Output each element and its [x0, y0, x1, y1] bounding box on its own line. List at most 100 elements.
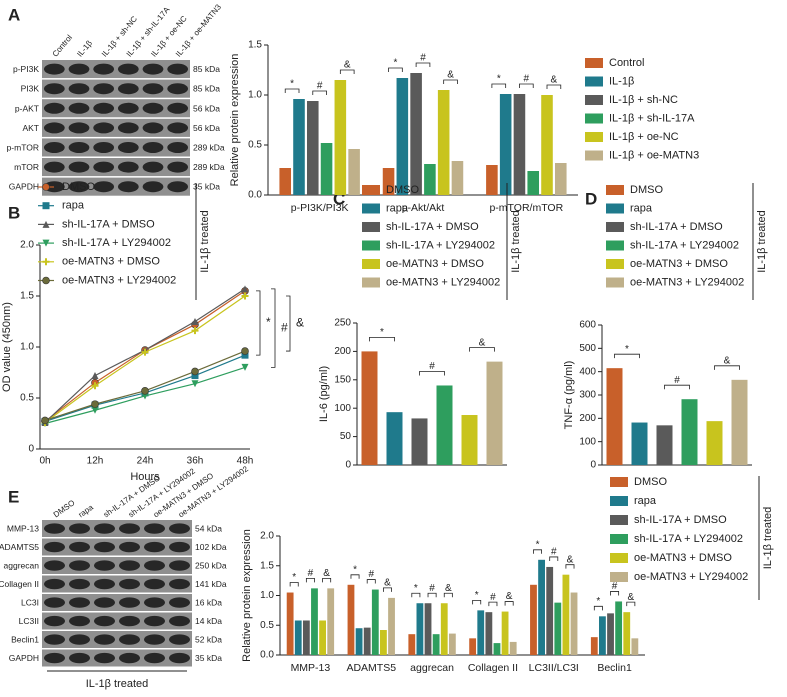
significance-label: & — [296, 316, 304, 330]
bar — [432, 634, 440, 655]
significance-label: * — [380, 327, 384, 338]
panel-label: E — [8, 487, 19, 506]
y-tick-label: 0.5 — [260, 620, 274, 631]
blot-band — [44, 634, 65, 645]
significance-label: # — [420, 53, 426, 64]
legend-label: sh-IL-17A + LY294002 — [634, 533, 743, 545]
blot-band — [94, 652, 115, 664]
y-tick-label: 250 — [334, 318, 351, 329]
bar — [606, 368, 623, 465]
significance-label: # — [308, 568, 314, 579]
blot-column-label: IL-1β — [75, 38, 94, 58]
point — [42, 239, 50, 247]
blot-band — [93, 102, 115, 114]
bar — [486, 165, 498, 195]
significance-label: & — [479, 337, 486, 348]
blot-band — [44, 541, 65, 553]
significance-label: & — [551, 75, 558, 86]
x-tick-label: 48h — [237, 456, 254, 467]
blot-size-label: 52 kDa — [195, 635, 222, 645]
significance-bracket — [411, 592, 421, 598]
y-tick-label: 0 — [28, 444, 34, 455]
significance-bracket — [286, 295, 291, 352]
bar — [469, 638, 477, 655]
y-tick-label: 2.0 — [20, 240, 34, 251]
legend-swatch — [610, 572, 628, 582]
significance-label: & — [627, 592, 634, 603]
significance-bracket — [546, 84, 562, 89]
legend-swatch — [362, 185, 380, 195]
point — [91, 406, 99, 414]
bar — [348, 149, 360, 195]
blot-band — [94, 523, 115, 534]
bar — [411, 418, 428, 465]
legend-label: sh-IL-17A + DMSO — [62, 218, 155, 230]
y-tick-label: 1.0 — [20, 342, 34, 353]
blot-column-label: IL-1β + sh-IL-17A — [125, 5, 172, 59]
y-tick-label: 500 — [579, 343, 596, 354]
legend-swatch — [585, 113, 603, 124]
blot-band — [69, 560, 90, 571]
blot-band — [93, 181, 115, 193]
bar — [396, 78, 409, 195]
blot-band — [167, 102, 189, 114]
legend-swatch — [610, 496, 628, 506]
blot-band — [142, 122, 164, 134]
significance-bracket — [565, 564, 575, 569]
bar — [388, 597, 395, 655]
y-tick-label: 2.0 — [260, 531, 274, 542]
blot-band — [167, 83, 189, 95]
blot-band — [119, 560, 140, 571]
significance-bracket — [427, 592, 437, 598]
significance-label: * — [290, 79, 294, 90]
bar — [513, 94, 526, 195]
y-tick-label: 0.5 — [248, 140, 262, 151]
bar — [363, 627, 371, 655]
significance-label: * — [475, 590, 479, 601]
bar — [570, 592, 578, 655]
blot-column-label: rapa — [77, 502, 96, 519]
point — [42, 276, 50, 285]
x-tick-label: p-Akt/Akt — [402, 202, 445, 214]
significance-bracket — [714, 365, 740, 370]
legend-swatch — [606, 259, 624, 269]
significance-bracket — [312, 90, 327, 95]
bar — [461, 415, 478, 465]
blot-band — [44, 615, 65, 627]
significance-bracket — [256, 290, 261, 356]
blot-band — [169, 560, 190, 571]
blot-size-label: 54 kDa — [195, 524, 222, 534]
x-tick-label: 12h — [87, 456, 104, 467]
bar — [294, 620, 302, 655]
panel-label: D — [585, 189, 597, 208]
significance-bracket — [443, 592, 453, 598]
blot-band — [142, 63, 164, 75]
blot-row-label: aggrecan — [4, 561, 40, 571]
point — [91, 372, 99, 380]
bar — [615, 601, 623, 655]
blot-band — [69, 578, 90, 590]
blot-band — [144, 634, 165, 645]
significance-label: * — [393, 58, 397, 69]
blot-band — [119, 597, 140, 608]
significance-bracket — [339, 69, 355, 74]
x-tick-label: ADAMTS5 — [346, 662, 396, 674]
point — [241, 363, 249, 371]
blot-band — [169, 541, 190, 553]
y-tick-label: 0.0 — [248, 190, 262, 201]
y-tick-label: 200 — [579, 413, 596, 424]
blot-band — [43, 63, 65, 75]
significance-bracket — [488, 601, 498, 607]
y-axis-label: IL-6 (pg/ml) — [318, 366, 330, 422]
significance-label: # — [490, 592, 496, 603]
blot-column-label: IL-1β + oe-MATN3 — [174, 2, 223, 58]
legend-label: sh-IL-17A + LY294002 — [62, 237, 171, 249]
blot-footer: IL-1β treated — [86, 678, 149, 690]
legend-label: oe-MATN3 + LY294002 — [62, 274, 176, 286]
blot-band — [144, 578, 165, 590]
significance-bracket — [419, 371, 445, 376]
bar — [410, 73, 422, 195]
x-tick-label: p-mTOR/mTOR — [489, 202, 563, 214]
x-tick-label: Collagen II — [468, 662, 518, 674]
bar — [731, 379, 748, 465]
